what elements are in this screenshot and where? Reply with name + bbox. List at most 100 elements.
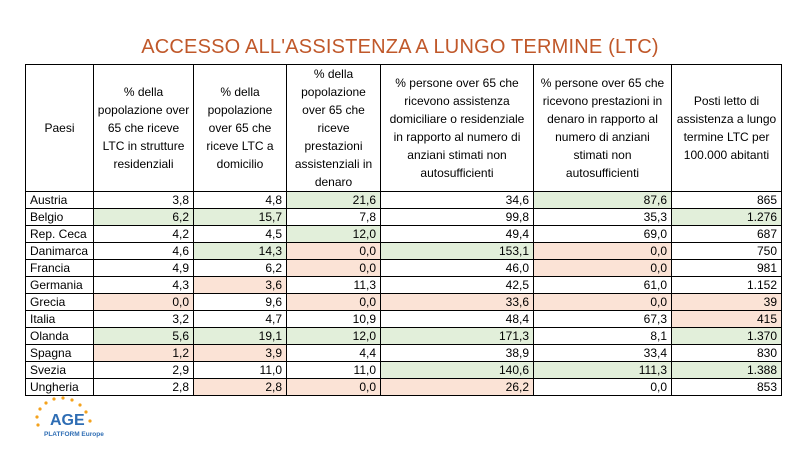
value-cell: 19,1	[193, 327, 287, 345]
value-cell: 1.370	[671, 327, 782, 345]
value-cell: 99,8	[380, 208, 534, 226]
value-cell: 140,6	[380, 361, 534, 379]
value-cell: 3,2	[93, 310, 194, 328]
logo-stars-icon	[35, 396, 92, 427]
value-cell: 3,9	[193, 344, 287, 362]
table-row: Danimarca 4,6 14,3 0,0 153,1 0,0 750	[25, 242, 782, 260]
value-cell: 33,6	[380, 293, 534, 311]
value-cell: 981	[671, 259, 782, 277]
country-cell: Belgio	[25, 208, 94, 226]
value-cell: 853	[671, 378, 782, 396]
value-cell: 12,0	[286, 327, 381, 345]
country-cell: Grecia	[25, 293, 94, 311]
value-cell: 11,3	[286, 276, 381, 294]
header-cell-cash-benefits: % della popolazione over 65 che riceve p…	[286, 64, 381, 192]
value-cell: 11,0	[286, 361, 381, 379]
header-cell-cash-vs-dependent: % persone over 65 che ricevono prestazio…	[533, 64, 672, 192]
value-cell: 865	[671, 191, 782, 209]
country-cell: Germania	[25, 276, 94, 294]
header-cell-home-care: % della popolazione over 65 che riceve L…	[193, 64, 287, 192]
age-platform-logo: AGE PLATFORM Europe	[35, 396, 104, 438]
value-cell: 0,0	[533, 259, 672, 277]
logo-age-text: AGE	[50, 412, 85, 429]
country-cell: Francia	[25, 259, 94, 277]
value-cell: 6,2	[193, 259, 287, 277]
value-cell: 153,1	[380, 242, 534, 260]
value-cell: 2,8	[193, 378, 287, 396]
value-cell: 830	[671, 344, 782, 362]
table-row: Germania 4,3 3,6 11,3 42,5 61,0 1.152	[25, 276, 782, 294]
value-cell: 0,0	[533, 293, 672, 311]
value-cell: 1.276	[671, 208, 782, 226]
value-cell: 2,9	[93, 361, 194, 379]
value-cell: 415	[671, 310, 782, 328]
value-cell: 46,0	[380, 259, 534, 277]
value-cell: 0,0	[93, 293, 194, 311]
value-cell: 4,5	[193, 225, 287, 243]
value-cell: 0,0	[286, 259, 381, 277]
value-cell: 87,6	[533, 191, 672, 209]
table-row: Austria 3,8 4,8 21,6 34,6 87,6 865	[25, 191, 782, 209]
country-cell: Spagna	[25, 344, 94, 362]
value-cell: 0,0	[533, 242, 672, 260]
table-row: Ungheria 2,8 2,8 0,0 26,2 0,0 853	[25, 378, 782, 396]
value-cell: 33,4	[533, 344, 672, 362]
header-cell-country: Paesi	[25, 64, 94, 192]
value-cell: 4,3	[93, 276, 194, 294]
value-cell: 48,4	[380, 310, 534, 328]
header-cell-residential: % della popolazione over 65 che riceve L…	[93, 64, 194, 192]
value-cell: 10,9	[286, 310, 381, 328]
value-cell: 15,7	[193, 208, 287, 226]
value-cell: 14,3	[193, 242, 287, 260]
value-cell: 11,0	[193, 361, 287, 379]
value-cell: 21,6	[286, 191, 381, 209]
header-cell-ltc-beds: Posti letto di assistenza a lungo termin…	[671, 64, 782, 192]
value-cell: 0,0	[286, 293, 381, 311]
value-cell: 3,8	[93, 191, 194, 209]
value-cell: 49,4	[380, 225, 534, 243]
value-cell: 12,0	[286, 225, 381, 243]
value-cell: 35,3	[533, 208, 672, 226]
value-cell: 1.152	[671, 276, 782, 294]
country-cell: Danimarca	[25, 242, 94, 260]
value-cell: 0,0	[533, 378, 672, 396]
value-cell: 8,1	[533, 327, 672, 345]
value-cell: 42,5	[380, 276, 534, 294]
table-row: Rep. Ceca 4,2 4,5 12,0 49,4 69,0 687	[25, 225, 782, 243]
value-cell: 4,2	[93, 225, 194, 243]
table-row: Olanda 5,6 19,1 12,0 171,3 8,1 1.370	[25, 327, 782, 345]
ltc-table: Paesi % della popolazione over 65 che ri…	[25, 64, 782, 396]
table-row: Francia 4,9 6,2 0,0 46,0 0,0 981	[25, 259, 782, 277]
value-cell: 111,3	[533, 361, 672, 379]
value-cell: 2,8	[93, 378, 194, 396]
header-cell-care-vs-dependent: % persone over 65 che ricevono assistenz…	[380, 64, 534, 192]
table-body: Austria 3,8 4,8 21,6 34,6 87,6 865 Belgio 6,2 15,…	[25, 191, 782, 396]
value-cell: 1,2	[93, 344, 194, 362]
value-cell: 39	[671, 293, 782, 311]
value-cell: 687	[671, 225, 782, 243]
value-cell: 4,7	[193, 310, 287, 328]
value-cell: 26,2	[380, 378, 534, 396]
value-cell: 5,6	[93, 327, 194, 345]
country-cell: Olanda	[25, 327, 94, 345]
page-title: ACCESSO ALL'ASSISTENZA A LUNGO TERMINE (…	[141, 36, 659, 58]
value-cell: 0,0	[286, 378, 381, 396]
value-cell: 69,0	[533, 225, 672, 243]
value-cell: 1.388	[671, 361, 782, 379]
table-header-row: Paesi % della popolazione over 65 che ri…	[25, 64, 782, 192]
value-cell: 7,8	[286, 208, 381, 226]
country-cell: Rep. Ceca	[25, 225, 94, 243]
value-cell: 34,6	[380, 191, 534, 209]
value-cell: 67,3	[533, 310, 672, 328]
table-row: Svezia 2,9 11,0 11,0 140,6 111,3 1.388	[25, 361, 782, 379]
table-row: Italia 3,2 4,7 10,9 48,4 67,3 415	[25, 310, 782, 328]
table-row: Grecia 0,0 9,6 0,0 33,6 0,0 39	[25, 293, 782, 311]
value-cell: 4,9	[93, 259, 194, 277]
country-cell: Austria	[25, 191, 94, 209]
value-cell: 4,4	[286, 344, 381, 362]
value-cell: 3,6	[193, 276, 287, 294]
value-cell: 750	[671, 242, 782, 260]
value-cell: 61,0	[533, 276, 672, 294]
value-cell: 171,3	[380, 327, 534, 345]
country-cell: Italia	[25, 310, 94, 328]
